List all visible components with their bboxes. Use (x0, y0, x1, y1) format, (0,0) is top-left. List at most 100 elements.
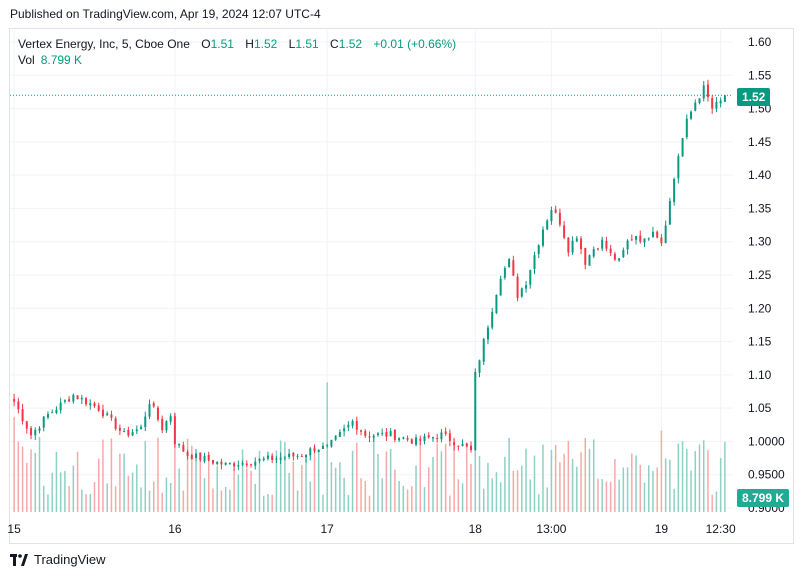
candle-body (461, 444, 464, 446)
volume-bar (681, 441, 684, 512)
volume-bar (178, 468, 180, 512)
candle-body (470, 445, 473, 451)
candle-body (63, 400, 66, 402)
candle-body (245, 463, 248, 466)
candle-body (360, 430, 363, 432)
volume-bar (525, 448, 527, 512)
candle-body (389, 431, 392, 437)
chart-frame[interactable] (9, 28, 794, 544)
candle-body (694, 102, 697, 111)
close-value: 1.52 (338, 37, 363, 51)
candle-body (80, 397, 83, 400)
brand-name[interactable]: TradingView (34, 552, 106, 567)
candle-body (651, 231, 654, 238)
volume-bar (13, 417, 15, 512)
symbol-title[interactable]: Vertex Energy, Inc, 5, Cboe One (18, 37, 190, 51)
candle-body (596, 248, 599, 250)
candle-body (135, 429, 138, 432)
candle-body (165, 421, 168, 431)
volume-bar (436, 443, 438, 512)
volume-bar (165, 477, 168, 512)
candle-body (34, 429, 37, 436)
volume-bar (123, 453, 125, 512)
candle-body (482, 338, 485, 362)
price-tick-label: 1.30 (748, 235, 772, 249)
volume-bar (241, 449, 244, 512)
volume-bar (220, 490, 223, 512)
volume-bar (631, 453, 633, 512)
candle-body (647, 238, 650, 240)
candle-body (266, 455, 269, 459)
volume-bar (622, 467, 625, 512)
candle-body (283, 457, 286, 459)
candle-body (76, 395, 79, 400)
candle-body (711, 98, 714, 109)
volume-bar (199, 459, 202, 512)
candle-body (580, 238, 583, 250)
candle-body (546, 220, 549, 230)
volume-bar (559, 462, 561, 512)
volume-bar (470, 463, 472, 512)
volume-bar (59, 472, 62, 512)
candle-body (601, 239, 604, 249)
volume-bar (647, 465, 650, 512)
volume-bar (554, 444, 557, 512)
volume-bar (715, 491, 718, 512)
candle-body (110, 414, 113, 418)
candle-body (571, 240, 574, 253)
volume-bar (186, 438, 189, 512)
volume-bar (114, 486, 117, 512)
time-tick-label: 15 (7, 522, 21, 536)
volume-bar (499, 482, 502, 512)
candle-body (262, 458, 265, 460)
price-tick-label: 1.40 (748, 168, 772, 182)
volume-bar (169, 483, 172, 512)
volume-bar (533, 455, 536, 512)
volume-bar (26, 462, 28, 512)
volume-bar (377, 453, 379, 512)
candle-body (68, 399, 71, 402)
candle-body (525, 285, 528, 289)
candle-body (613, 253, 616, 260)
volume-bar (660, 430, 663, 512)
candle-body (182, 445, 185, 452)
candle-body (618, 258, 621, 261)
volume-bar (17, 441, 20, 512)
candle-body (372, 435, 375, 438)
open-label: O (201, 37, 211, 51)
volume-bar (76, 451, 79, 512)
volume-bar (635, 455, 637, 512)
candle-body (639, 235, 642, 242)
time-tick-label: 13:00 (536, 522, 566, 536)
volume-bar (440, 451, 443, 512)
high-value: 1.52 (253, 37, 278, 51)
price-tick-label: 1.45 (748, 135, 772, 149)
tradingview-logo-icon (10, 553, 28, 566)
volume-bar (250, 470, 252, 512)
candle-body (148, 404, 151, 417)
volume-bar (652, 471, 654, 512)
candle-body (72, 394, 75, 402)
volume-bar (136, 464, 138, 512)
volume-bar (686, 449, 688, 512)
candle-body (30, 428, 33, 436)
candle-body (719, 100, 722, 104)
volume-bar (411, 486, 413, 512)
price-tick-label: 1.20 (748, 301, 772, 315)
volume-bar (322, 494, 324, 512)
candle-body (300, 455, 303, 457)
volume-bar (360, 478, 362, 512)
candle-body (474, 371, 477, 451)
candle-body (351, 421, 354, 426)
candle-body (224, 462, 227, 465)
price-axis[interactable]: 1.601.551.501.451.401.351.301.251.201.15… (748, 35, 785, 515)
volume-bar (152, 481, 155, 512)
volume-value: 8.799 K (40, 53, 83, 67)
volume-bar (288, 473, 290, 512)
candle-body (402, 437, 405, 439)
candle-body (554, 209, 557, 213)
time-axis[interactable]: 15 16 17 18 13:00 19 12:30 (7, 522, 736, 536)
volume-bar (140, 487, 142, 512)
candle-body (237, 465, 240, 467)
